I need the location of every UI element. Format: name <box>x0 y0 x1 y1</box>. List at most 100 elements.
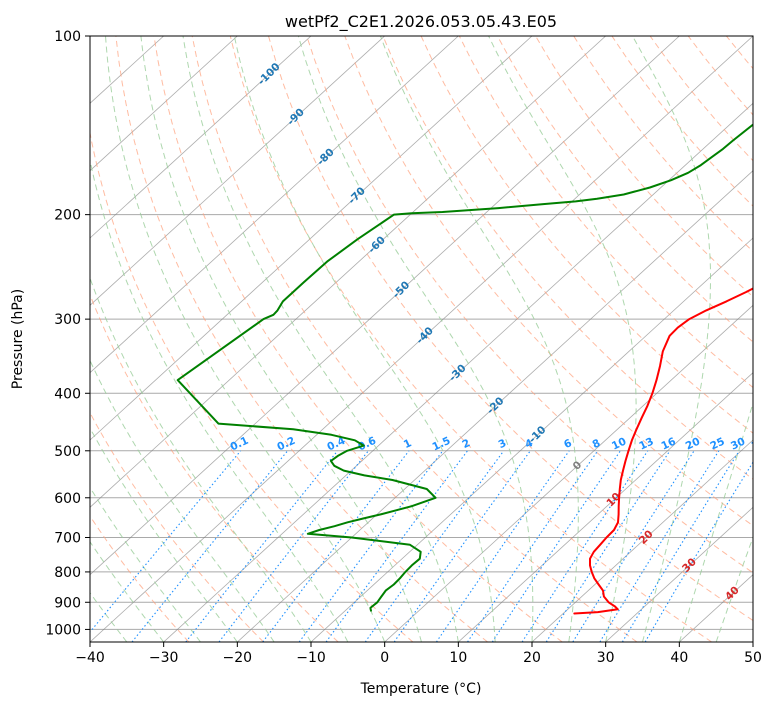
isotherm-lines <box>90 36 753 642</box>
isotherm-line <box>237 170 753 642</box>
moist-adiabat-line <box>90 157 349 642</box>
mixing-ratio-line <box>393 450 531 642</box>
x-tick-label: −20 <box>223 650 253 666</box>
mixing-ratio-line <box>621 450 740 642</box>
mixing-ratio-label: 6 <box>562 437 574 451</box>
mixing-ratio-label: 13 <box>637 436 655 453</box>
moist-adiabat-line <box>90 591 128 642</box>
moist-adiabat-line <box>90 276 312 642</box>
dry-adiabat-line <box>115 36 488 642</box>
dry-adiabat-line <box>229 36 712 642</box>
x-tick-label: 50 <box>744 650 762 666</box>
mixing-ratio-label: 30 <box>729 436 747 453</box>
isotherm-line <box>90 36 238 172</box>
isobar-lines <box>90 36 753 630</box>
dry-adiabat-line <box>382 36 753 480</box>
isotherm-line <box>90 36 459 374</box>
x-tick-label: −30 <box>149 650 179 666</box>
isotherm-line <box>90 36 533 441</box>
x-tick-label: 40 <box>670 650 688 666</box>
mixing-ratio-label: 20 <box>684 436 702 453</box>
moist-adiabat-line <box>90 359 275 642</box>
isotherm-line <box>384 304 753 642</box>
mixing-ratio-label: 4 <box>523 437 535 451</box>
x-tick-label: −40 <box>75 650 105 666</box>
mixing-ratio-line <box>435 450 570 642</box>
mixing-ratio-line <box>467 450 599 642</box>
dry-adiabat-line <box>458 36 753 389</box>
mixing-ratio-label: 2 <box>460 437 472 451</box>
dry-adiabat-line <box>90 411 264 642</box>
y-tick-label: 800 <box>54 565 81 581</box>
dry-adiabat-line <box>306 36 753 574</box>
moist-adiabat-line <box>380 36 579 642</box>
mixing-ratio-label: 25 <box>708 436 726 453</box>
isotherm-line <box>90 36 606 508</box>
isotherm-line <box>90 36 385 306</box>
y-tick-label: 900 <box>54 595 81 611</box>
sounding-profiles <box>176 123 753 615</box>
y-tick-label: 200 <box>54 208 81 224</box>
mixing-ratio-label: 3 <box>497 437 509 451</box>
moist-adiabat-line <box>488 36 637 642</box>
mixing-ratio-line <box>262 450 410 642</box>
dry-adiabat-line <box>191 36 638 642</box>
mixing-ratio-labels: 0.10.20.40.611.52346810131620253036 <box>228 435 768 454</box>
isotherm-line <box>90 36 312 239</box>
x-tick-label: −10 <box>296 650 326 666</box>
mixing-ratio-line <box>644 461 753 642</box>
x-tick-label: 20 <box>523 650 541 666</box>
mixing-ratio-label: 16 <box>659 436 677 453</box>
moist-adiabat-line <box>105 36 386 642</box>
moist-adiabat-line <box>90 540 165 642</box>
moist-adiabat-lines <box>90 36 753 642</box>
y-axis-label: Pressure (hPa) <box>10 289 26 389</box>
temperature-profile-line <box>573 287 753 615</box>
mixing-ratio-line <box>572 450 695 642</box>
moist-adiabat-line <box>182 36 459 642</box>
y-tick-label: 100 <box>54 29 81 45</box>
moist-adiabat-line <box>90 486 201 642</box>
mixing-ratio-line <box>185 450 339 642</box>
moist-adiabat-line <box>140 36 422 642</box>
moist-adiabat-line <box>715 535 753 642</box>
isotherm-line <box>310 237 753 642</box>
x-tick-label: 0 <box>380 650 389 666</box>
moist-adiabat-line <box>90 427 238 642</box>
dry-adiabat-line <box>496 36 753 343</box>
isotherm-line <box>90 36 680 576</box>
y-tick-label: 400 <box>54 386 81 402</box>
x-tick-label: 10 <box>449 650 467 666</box>
y-tick-label: 1000 <box>45 622 81 638</box>
dry-adiabat-line <box>268 36 753 622</box>
mixing-ratio-label: 10 <box>610 436 628 453</box>
y-axis-ticks: 100 200 300 400 500 600 700 800 900 1000 <box>45 29 90 638</box>
mixing-ratio-line <box>325 450 468 642</box>
dry-adiabat-line <box>90 515 190 642</box>
y-tick-label: 700 <box>54 531 81 547</box>
x-axis-label: Temperature (°C) <box>360 681 482 697</box>
y-tick-label: 600 <box>54 491 81 507</box>
mixing-ratio-line <box>545 450 671 642</box>
mixing-ratio-line <box>491 450 621 642</box>
dry-adiabat-line <box>90 130 414 642</box>
isotherm-line <box>458 372 753 642</box>
mixing-ratio-line <box>90 450 242 633</box>
dry-adiabat-line <box>420 36 753 434</box>
moist-adiabat-line <box>297 36 534 642</box>
isotherm-line <box>531 439 753 642</box>
mixing-ratio-label: 8 <box>591 437 603 451</box>
moist-adiabat-line <box>233 36 496 642</box>
dry-adiabat-line <box>153 36 563 642</box>
y-tick-label: 300 <box>54 312 81 328</box>
isotherm-line <box>163 102 753 642</box>
mixing-ratio-line <box>364 450 505 642</box>
isotherm-line <box>605 506 753 642</box>
chart-title: wetPf2_C2E1.2026.053.05.43.E05 <box>285 12 557 32</box>
x-tick-label: 30 <box>597 650 615 666</box>
dry-adiabat-line <box>535 36 753 298</box>
mixing-ratio-label: 1 <box>402 437 414 451</box>
mixing-ratio-label: 36 <box>750 436 768 453</box>
dewpoint-profile-line <box>176 123 753 612</box>
